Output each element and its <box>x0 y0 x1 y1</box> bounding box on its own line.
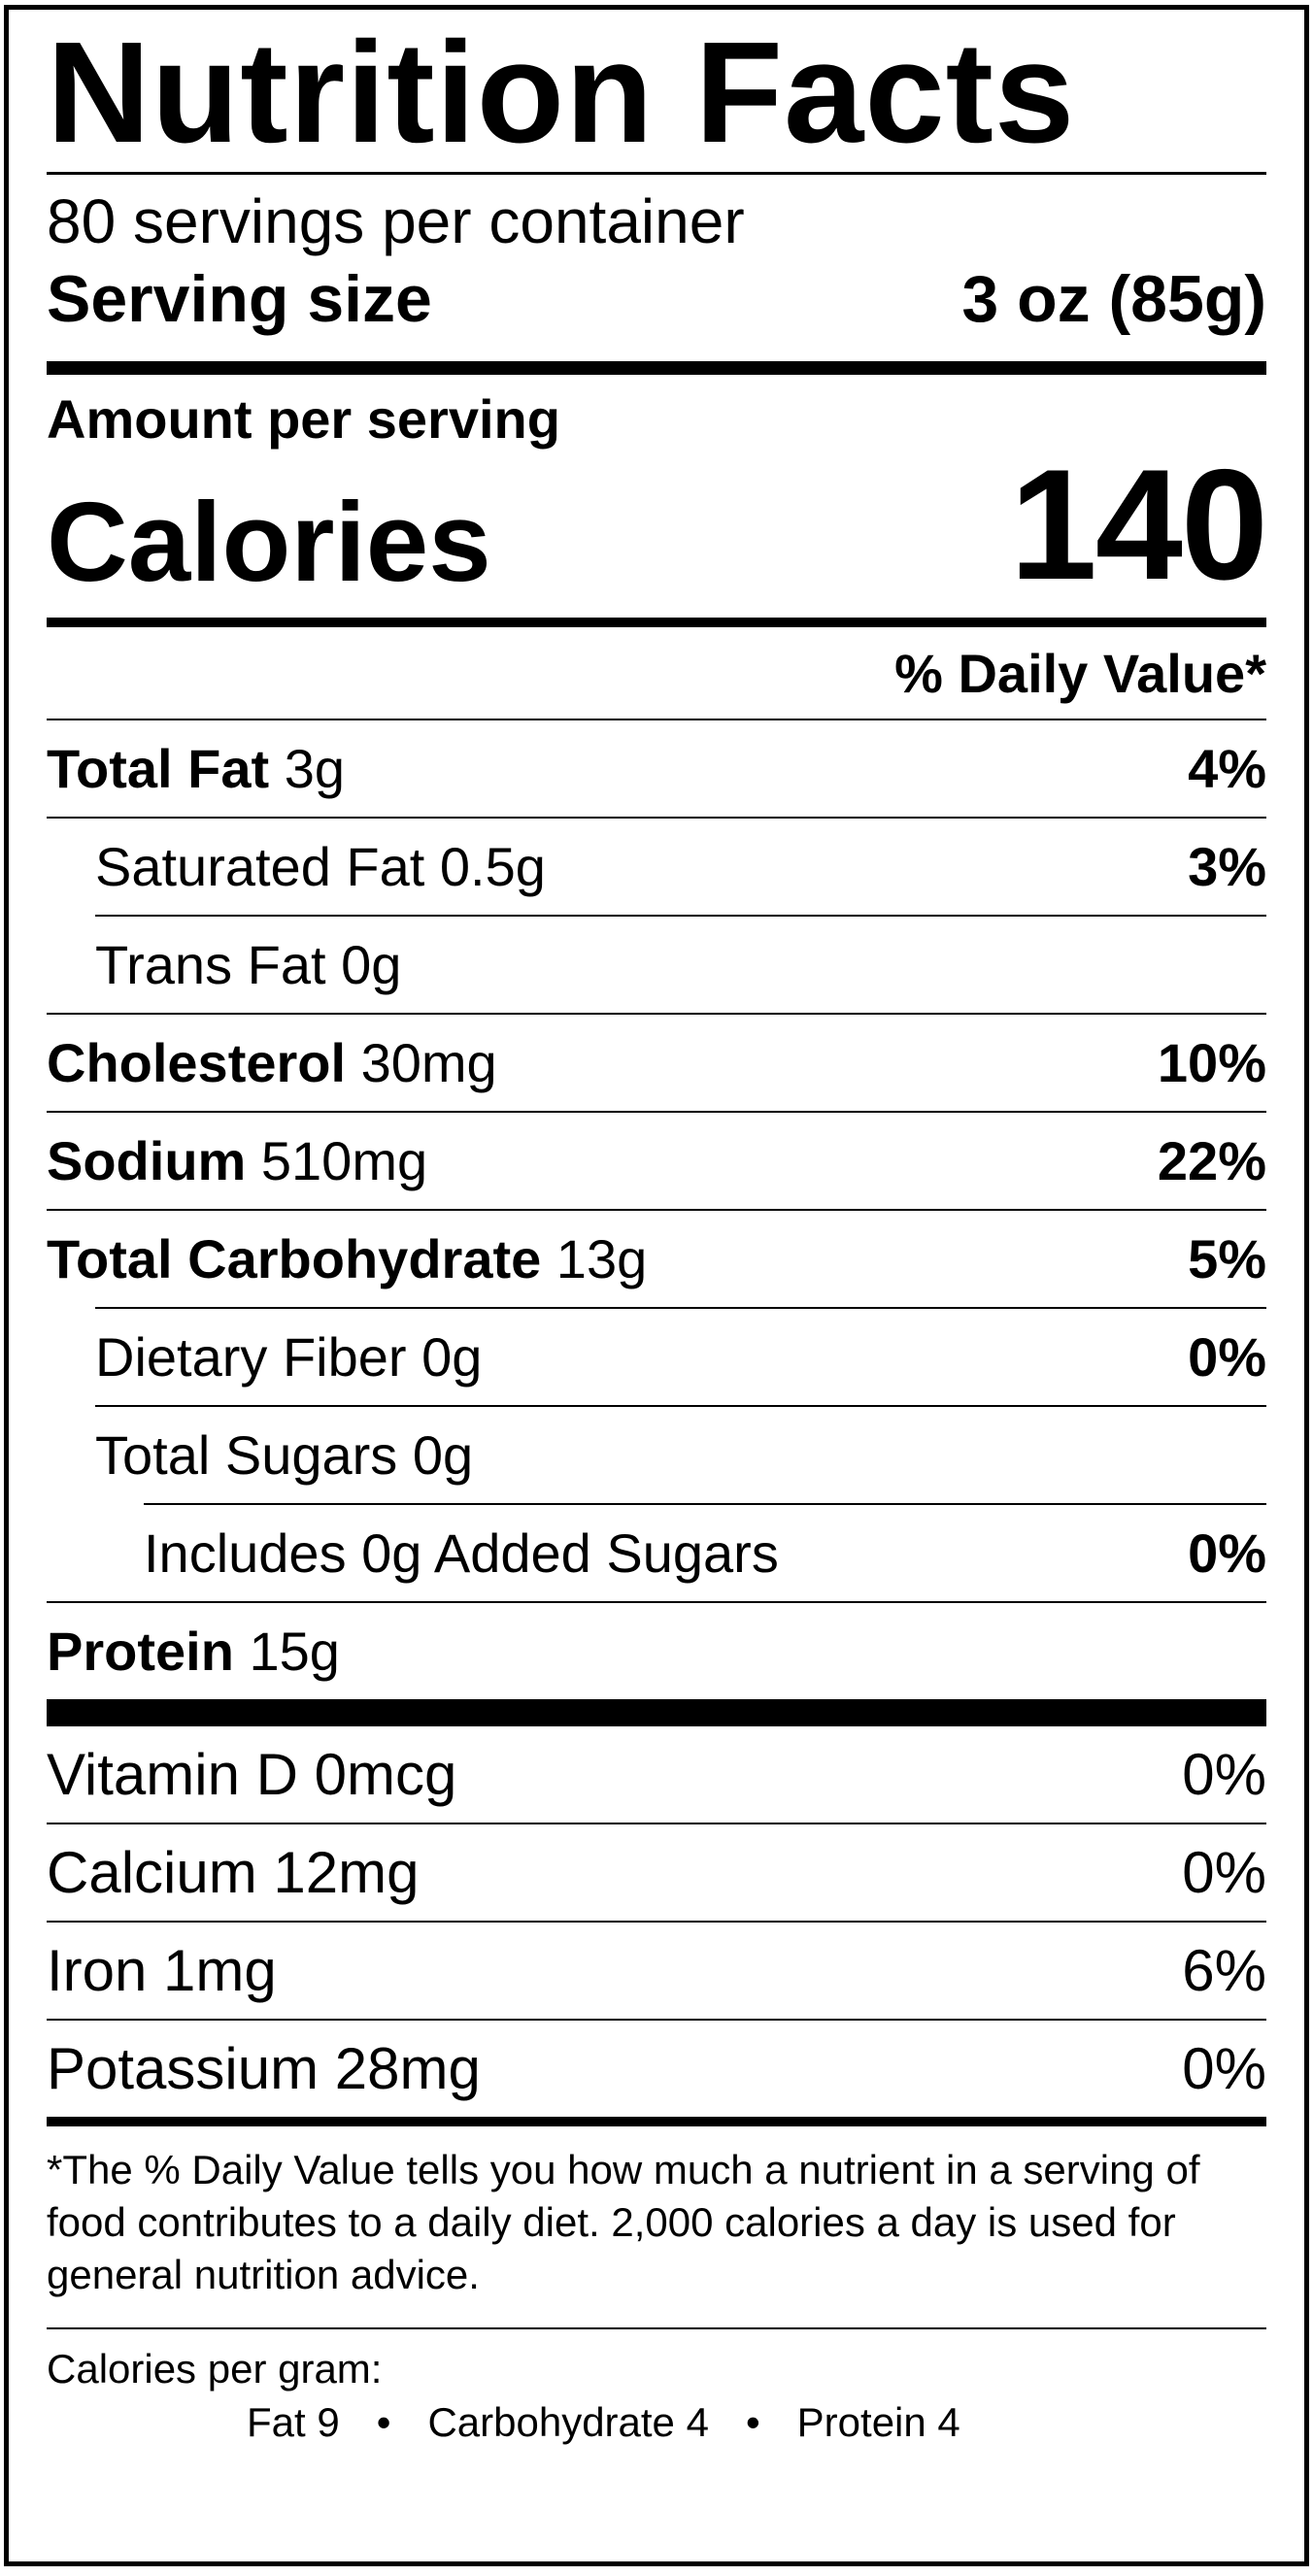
daily-value-header: % Daily Value* <box>894 643 1266 704</box>
cpg-protein: Protein 4 <box>796 2398 960 2445</box>
nutrient-name: Protein 15g <box>47 1621 340 1682</box>
divider <box>47 1013 1266 1015</box>
nutrient-name: Sodium 510mg <box>47 1130 428 1191</box>
cpg-fat: Fat 9 <box>247 2398 340 2445</box>
cpg-carbohydrate: Carbohydrate 4 <box>427 2398 709 2445</box>
nutrient-name: Dietary Fiber 0g <box>95 1326 483 1388</box>
vitamin-label: Calcium 12mg <box>47 1840 420 1905</box>
vitamin-dv: 6% <box>1182 1938 1266 2003</box>
vitamin-dv: 0% <box>1182 1840 1266 1905</box>
nutrient-name: Includes 0g Added Sugars <box>144 1522 779 1584</box>
serving-size-label: Serving size <box>47 262 432 336</box>
nutrient-dv: 10% <box>1157 1032 1266 1093</box>
divider-thick <box>47 361 1266 375</box>
vitamin-row-potassium: Potassium 28mg 0% <box>47 2021 1266 2117</box>
calories-row: Calories 140 <box>47 437 1268 613</box>
divider <box>47 1921 1266 1923</box>
servings-per-container: 80 servings per container <box>47 186 745 256</box>
vitamin-dv: 0% <box>1182 2036 1266 2101</box>
vitamin-label: Vitamin D 0mcg <box>47 1742 457 1807</box>
calories-per-gram-values: Fat 9 • Carbohydrate 4 • Protein 4 <box>47 2396 1266 2450</box>
amount-per-serving: Amount per serving <box>47 388 560 450</box>
bullet-separator: • <box>376 2398 391 2445</box>
nutrient-dv: 4% <box>1188 738 1266 799</box>
nutrient-dv: 22% <box>1157 1130 1266 1191</box>
nutrient-row-saturated-fat: Saturated Fat 0.5g 3% <box>47 819 1266 915</box>
nutrient-name: Total Sugars 0g <box>95 1424 474 1486</box>
nutrient-name: Trans Fat 0g <box>95 934 402 995</box>
nutrition-label: Nutrition Facts 80 servings per containe… <box>4 5 1309 2566</box>
divider <box>47 2327 1266 2330</box>
nutrient-dv: 5% <box>1188 1228 1266 1289</box>
nutrient-row-added-sugars: Includes 0g Added Sugars 0% <box>47 1505 1266 1601</box>
calories-value: 140 <box>1009 437 1268 613</box>
vitamin-label: Iron 1mg <box>47 1938 277 2003</box>
calories-label: Calories <box>47 479 491 605</box>
nutrient-dv: 0% <box>1188 1326 1266 1388</box>
divider <box>95 1307 1266 1309</box>
divider <box>47 1209 1266 1211</box>
nutrient-row-total-carbohydrate: Total Carbohydrate 13g 5% <box>47 1211 1266 1307</box>
nutrient-row-cholesterol: Cholesterol 30mg 10% <box>47 1015 1266 1111</box>
calories-per-gram-label: Calories per gram: <box>47 2346 383 2392</box>
divider <box>95 915 1266 917</box>
vitamin-row-calcium: Calcium 12mg 0% <box>47 1824 1266 1921</box>
nutrient-name: Saturated Fat 0.5g <box>95 836 546 897</box>
divider <box>95 1405 1266 1407</box>
nutrient-row-trans-fat: Trans Fat 0g <box>47 917 1266 1013</box>
divider <box>47 1111 1266 1113</box>
divider <box>47 2019 1266 2021</box>
vitamin-row-vitamin-d: Vitamin D 0mcg 0% <box>47 1726 1266 1823</box>
divider <box>47 719 1266 720</box>
nutrient-name: Total Fat 3g <box>47 738 346 799</box>
serving-size-value: 3 oz (85g) <box>961 262 1266 336</box>
divider-medium <box>47 2117 1266 2126</box>
bullet-separator: • <box>745 2398 760 2445</box>
nutrient-row-total-sugars: Total Sugars 0g <box>47 1407 1266 1503</box>
nutrient-name: Total Carbohydrate 13g <box>47 1228 648 1289</box>
divider <box>47 172 1266 175</box>
serving-size-row: Serving size 3 oz (85g) <box>47 266 1266 332</box>
vitamin-label: Potassium 28mg <box>47 2036 481 2101</box>
nutrient-dv: 0% <box>1188 1522 1266 1584</box>
nutrient-row-protein: Protein 15g <box>47 1603 1266 1699</box>
divider <box>144 1503 1266 1505</box>
divider-medium <box>47 618 1266 627</box>
divider-thick <box>47 1699 1266 1726</box>
label-title: Nutrition Facts <box>47 13 1076 173</box>
vitamin-dv: 0% <box>1182 1742 1266 1807</box>
divider <box>47 817 1266 819</box>
divider <box>47 1823 1266 1824</box>
divider <box>47 1601 1266 1603</box>
nutrient-row-dietary-fiber: Dietary Fiber 0g 0% <box>47 1309 1266 1405</box>
nutrient-row-sodium: Sodium 510mg 22% <box>47 1113 1266 1209</box>
vitamin-row-iron: Iron 1mg 6% <box>47 1923 1266 2019</box>
nutrient-name: Cholesterol 30mg <box>47 1032 497 1093</box>
nutrient-dv: 3% <box>1188 836 1266 897</box>
nutrient-row-total-fat: Total Fat 3g 4% <box>47 720 1266 817</box>
daily-value-footnote: *The % Daily Value tells you how much a … <box>47 2147 1200 2297</box>
